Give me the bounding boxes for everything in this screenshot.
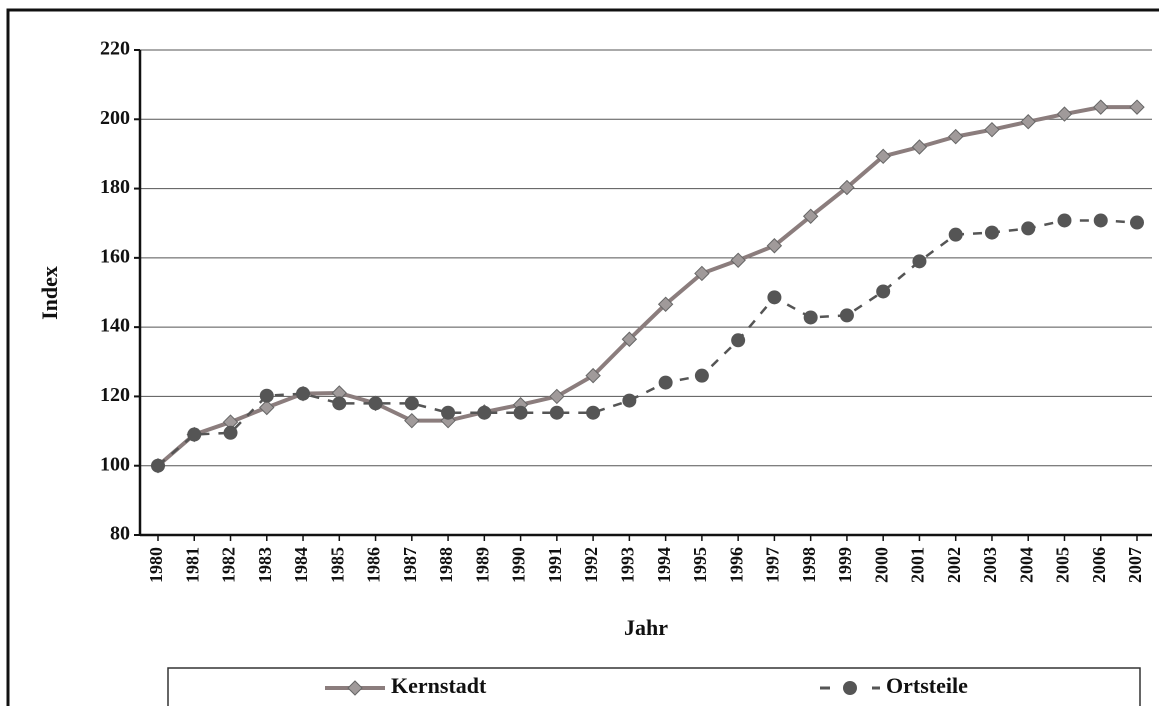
point — [694, 368, 709, 383]
x-tick-label: 1994 — [654, 547, 674, 583]
chart-frame — [6, 8, 1159, 706]
point — [657, 296, 674, 312]
x-tick-label: 1999 — [835, 547, 855, 583]
x-tick-label: 2000 — [871, 547, 891, 583]
point — [585, 367, 601, 384]
point — [694, 265, 710, 282]
point — [347, 680, 363, 696]
x-tick-label: 1988 — [436, 547, 456, 583]
point — [404, 396, 419, 411]
point — [947, 128, 964, 145]
point — [477, 405, 492, 420]
point — [223, 425, 238, 440]
point — [767, 290, 782, 305]
point — [839, 308, 854, 323]
x-axis-label: Jahr — [624, 615, 668, 640]
x-tick-label: 2004 — [1016, 547, 1036, 583]
y-tick-label: 100 — [100, 453, 130, 475]
point — [259, 399, 275, 416]
y-tick-label: 200 — [100, 107, 130, 129]
point — [912, 254, 927, 269]
y-tick-label: 220 — [100, 38, 130, 60]
point — [876, 284, 891, 299]
point — [259, 388, 274, 403]
x-tick-label: 1989 — [472, 547, 492, 583]
point — [843, 681, 857, 695]
point — [441, 405, 456, 420]
point — [1130, 215, 1144, 230]
series-line — [156, 105, 1137, 468]
point — [332, 396, 347, 411]
legend-label: Kernstadt — [391, 673, 487, 698]
x-tick-label: 1987 — [400, 547, 420, 583]
point — [875, 148, 891, 165]
y-tick-label: 180 — [100, 176, 130, 198]
point — [368, 396, 383, 411]
point — [948, 227, 963, 242]
x-tick-label: 1996 — [726, 547, 746, 583]
x-tick-label: 1992 — [581, 547, 601, 583]
point — [766, 238, 783, 254]
point — [513, 405, 528, 420]
point — [151, 458, 165, 473]
x-tick-label: 1993 — [617, 547, 637, 583]
point — [586, 405, 601, 420]
x-tick-label: 1981 — [182, 547, 202, 583]
point — [1020, 114, 1036, 130]
x-tick-label: 2007 — [1125, 547, 1145, 583]
point — [802, 208, 819, 224]
point — [1093, 99, 1109, 115]
point — [658, 375, 673, 390]
point — [984, 225, 999, 240]
point — [296, 386, 311, 401]
point — [730, 252, 746, 268]
point — [549, 405, 564, 420]
point — [1129, 99, 1145, 115]
x-tick-label: 1997 — [763, 547, 783, 583]
point — [549, 388, 565, 405]
x-tick-label: 1998 — [799, 547, 819, 583]
y-tick-label: 160 — [100, 245, 130, 267]
point — [404, 412, 420, 429]
point — [731, 333, 746, 348]
point — [803, 310, 818, 325]
point — [621, 331, 638, 347]
legend-label: Ortsteile — [886, 673, 968, 698]
point — [622, 393, 637, 408]
point — [839, 179, 855, 196]
legend-box — [167, 667, 1141, 706]
x-tick-label: 1980 — [146, 547, 166, 583]
point — [1021, 221, 1036, 236]
x-tick-label: 1991 — [545, 547, 565, 583]
x-tick-label: 1990 — [509, 547, 529, 583]
y-axis-label: Index — [37, 266, 62, 320]
point — [984, 121, 1000, 138]
x-tick-label: 1982 — [219, 547, 239, 583]
y-tick-label: 140 — [100, 315, 130, 337]
x-tick-label: 1995 — [690, 547, 710, 583]
x-tick-label: 2005 — [1053, 547, 1073, 583]
point — [187, 427, 202, 442]
x-tick-label: 1984 — [291, 547, 311, 583]
x-tick-label: 1986 — [364, 547, 384, 583]
x-tick-label: 1985 — [327, 547, 347, 583]
x-tick-label: 1983 — [255, 547, 275, 583]
point — [1093, 213, 1108, 228]
x-tick-label: 2002 — [944, 547, 964, 583]
series-line — [157, 219, 1138, 467]
point — [911, 139, 928, 155]
x-tick-label: 2003 — [980, 547, 1000, 583]
x-tick-label: 2001 — [908, 547, 928, 583]
point — [1056, 106, 1073, 122]
y-tick-label: 80 — [110, 523, 130, 545]
x-tick-label: 2006 — [1089, 547, 1109, 583]
point — [1057, 213, 1072, 228]
y-tick-label: 120 — [100, 384, 130, 406]
